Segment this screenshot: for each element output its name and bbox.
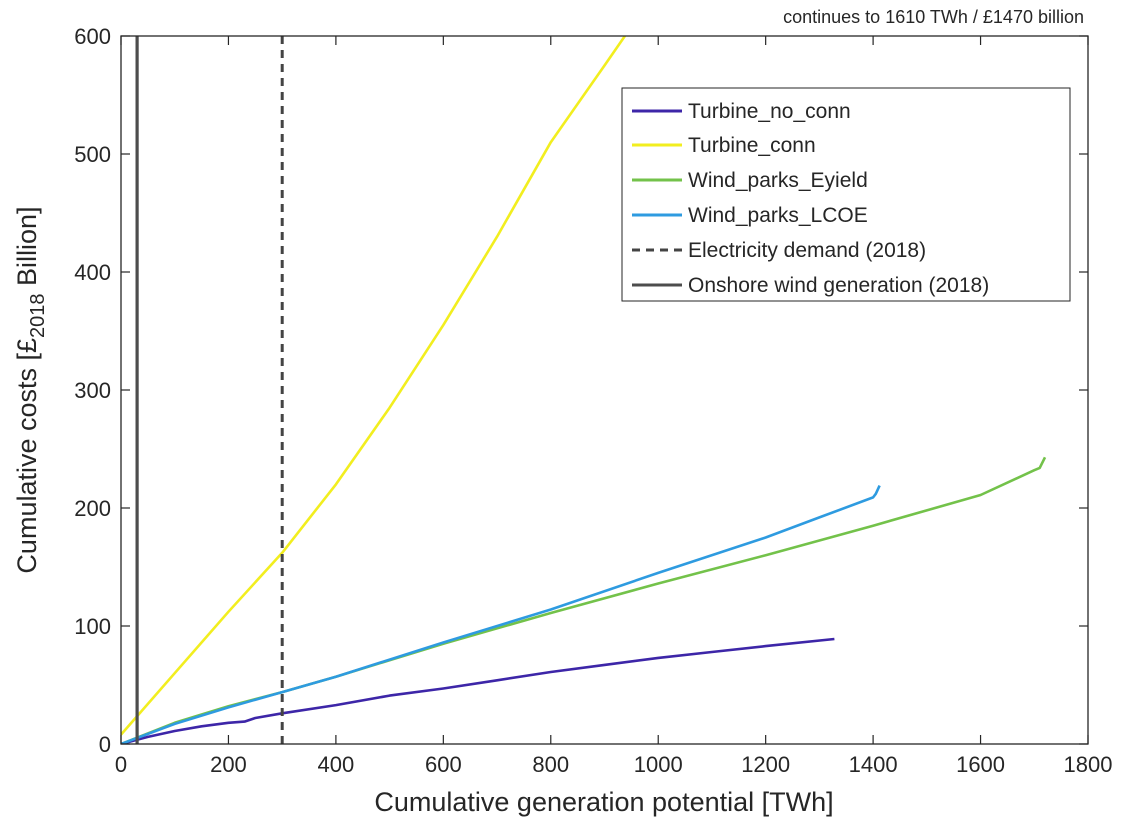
legend-label-onshore-wind: Onshore wind generation (2018) (688, 274, 989, 297)
legend-entry-onshore-wind: Onshore wind generation (2018) (632, 274, 989, 297)
series-line-turbine-conn (121, 36, 626, 736)
x-tick-label: 600 (425, 752, 462, 777)
y-tick-label: 0 (99, 732, 111, 757)
legend-box (621, 87, 1071, 302)
y-axis: 0 100 200 300 400 500 600 (74, 24, 1088, 757)
y-axis-title-suffix: Billion] (12, 206, 42, 293)
y-tick-label: 600 (74, 24, 111, 49)
series-line-turbine-no-conn (121, 637, 835, 744)
x-tick-label: 200 (210, 752, 247, 777)
series-line-wind-parks-lcoe (121, 485, 881, 744)
legend-entry-turbine-conn: Turbine_conn (632, 134, 816, 157)
x-tick-label: 1000 (634, 752, 683, 777)
legend-entry-turbine-no-conn: Turbine_no_conn (632, 100, 851, 123)
legend-entry-wind-parks-lcoe: Wind_parks_LCOE (632, 204, 868, 227)
legend-label-wind-parks-lcoe: Wind_parks_LCOE (688, 204, 868, 227)
x-tick-label: 800 (532, 752, 569, 777)
legend-entry-electricity-demand: Electricity demand (2018) (632, 239, 926, 262)
legend-label-electricity-demand: Electricity demand (2018) (688, 239, 926, 262)
y-tick-label: 100 (74, 614, 111, 639)
legend-label-turbine-no-conn: Turbine_no_conn (688, 100, 851, 123)
y-tick-label: 300 (74, 378, 111, 403)
legend: Turbine_no_conn Turbine_conn Wind_parks_… (621, 87, 1071, 302)
x-tick-label: 1400 (849, 752, 898, 777)
legend-entry-wind-parks-eyield: Wind_parks_Eyield (632, 169, 868, 192)
x-tick-label: 1200 (741, 752, 790, 777)
y-axis-title-prefix: Cumulative costs [£ (12, 338, 42, 574)
x-axis-title: Cumulative generation potential [TWh] (374, 787, 833, 817)
y-tick-label: 200 (74, 496, 111, 521)
y-tick-label: 400 (74, 260, 111, 285)
y-axis-title: Cumulative costs [£2018 Billion] (12, 206, 49, 573)
x-tick-label: 400 (318, 752, 355, 777)
y-axis-title-subscript: 2018 (27, 293, 49, 338)
series-layer (121, 36, 1047, 744)
legend-label-wind-parks-eyield: Wind_parks_Eyield (688, 169, 868, 192)
x-tick-label: 0 (115, 752, 127, 777)
x-tick-label: 1800 (1064, 752, 1113, 777)
annotation-text: continues to 1610 TWh / £1470 billion (783, 7, 1084, 27)
legend-label-turbine-conn: Turbine_conn (688, 134, 816, 157)
x-axis: 0 200 400 600 800 1000 1200 1400 1600 1800 (115, 36, 1113, 777)
y-tick-label: 500 (74, 142, 111, 167)
x-tick-label: 1600 (956, 752, 1005, 777)
